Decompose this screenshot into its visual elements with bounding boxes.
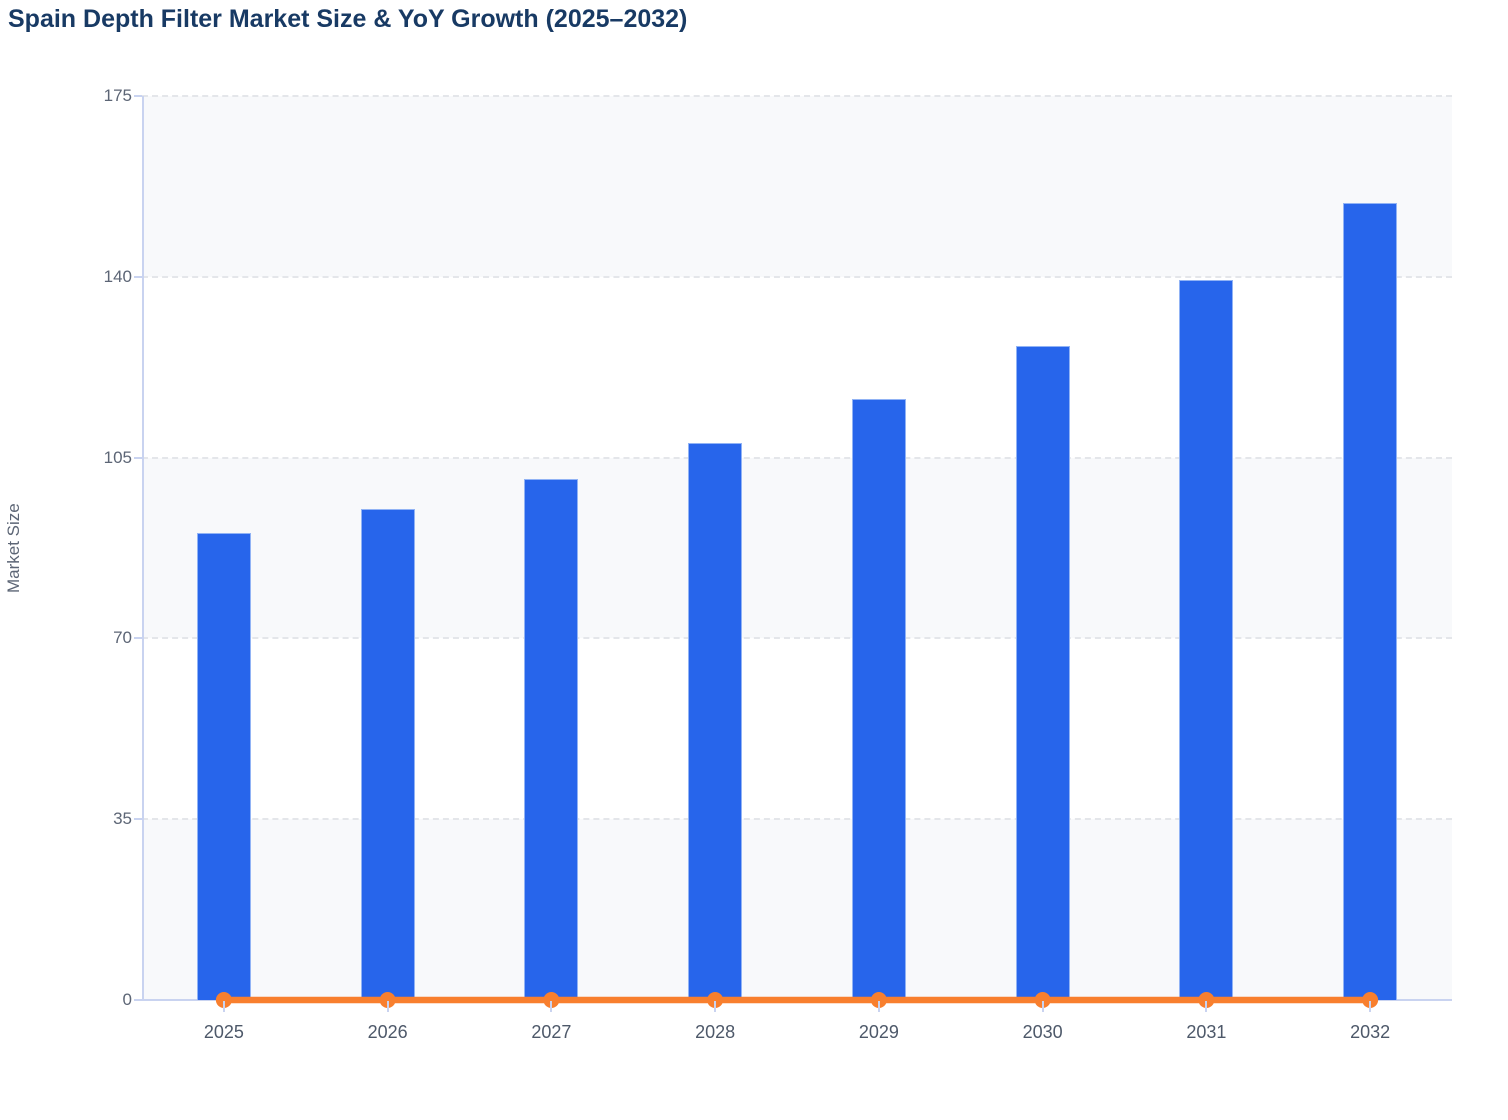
x-tick-mark xyxy=(222,1001,225,1012)
plot-band xyxy=(142,819,1452,1000)
x-tick-label-2032: 2032 xyxy=(1350,1022,1391,1042)
x-tick-mark xyxy=(1205,1001,1208,1012)
bar-2032[interactable] xyxy=(1343,202,1398,1000)
gridline-105 xyxy=(142,456,1452,459)
chart-title: Spain Depth Filter Market Size & YoY Gro… xyxy=(8,5,688,33)
y-tick-label: 35 xyxy=(113,809,132,829)
y-tick-label: 0 xyxy=(122,990,132,1009)
plot-band xyxy=(142,96,1452,277)
gridline-140 xyxy=(142,275,1452,278)
x-tick-mark xyxy=(550,1001,553,1012)
x-tick-label-2031: 2031 xyxy=(1186,1022,1227,1042)
bar-2031[interactable] xyxy=(1179,280,1234,1000)
plot-band xyxy=(142,457,1452,639)
y-axis-title: Market Size xyxy=(4,503,23,593)
y-tick-mark xyxy=(134,95,142,97)
x-tick-label-2025: 2025 xyxy=(203,1022,244,1042)
y-tick-label: 70 xyxy=(113,628,132,648)
x-tick-label-2026: 2026 xyxy=(367,1022,408,1042)
bar-2029[interactable] xyxy=(851,399,906,1000)
x-tick-mark xyxy=(1041,1001,1044,1012)
y-tick-label: 140 xyxy=(103,266,132,286)
bar-2025[interactable] xyxy=(196,533,251,1000)
y-tick-mark xyxy=(134,637,142,640)
bar-2026[interactable] xyxy=(360,509,415,1000)
gridline-35 xyxy=(142,818,1452,821)
x-tick-mark xyxy=(877,1001,880,1012)
y-tick-mark xyxy=(134,456,142,459)
y-axis-line xyxy=(142,96,144,1000)
y-tick-label: 105 xyxy=(103,447,132,467)
x-tick-label-2030: 2030 xyxy=(1022,1022,1063,1042)
y-tick-mark xyxy=(134,275,142,278)
bar-2027[interactable] xyxy=(524,478,579,1000)
y-tick-mark xyxy=(134,818,142,821)
x-tick-mark xyxy=(714,1001,717,1012)
bar-2028[interactable] xyxy=(688,443,743,1000)
x-tick-mark xyxy=(386,1001,389,1012)
y-tick-label: 175 xyxy=(103,86,132,105)
bar-2030[interactable] xyxy=(1015,345,1070,1000)
gridline-70 xyxy=(142,637,1452,640)
x-tick-label-2029: 2029 xyxy=(858,1022,899,1042)
x-axis-line xyxy=(142,999,1452,1001)
x-tick-label-2027: 2027 xyxy=(531,1022,572,1042)
x-tick-mark xyxy=(1369,1001,1372,1012)
y-tick-mark xyxy=(134,999,142,1001)
x-tick-label-2028: 2028 xyxy=(695,1022,736,1042)
gridline-175 xyxy=(142,95,1452,97)
